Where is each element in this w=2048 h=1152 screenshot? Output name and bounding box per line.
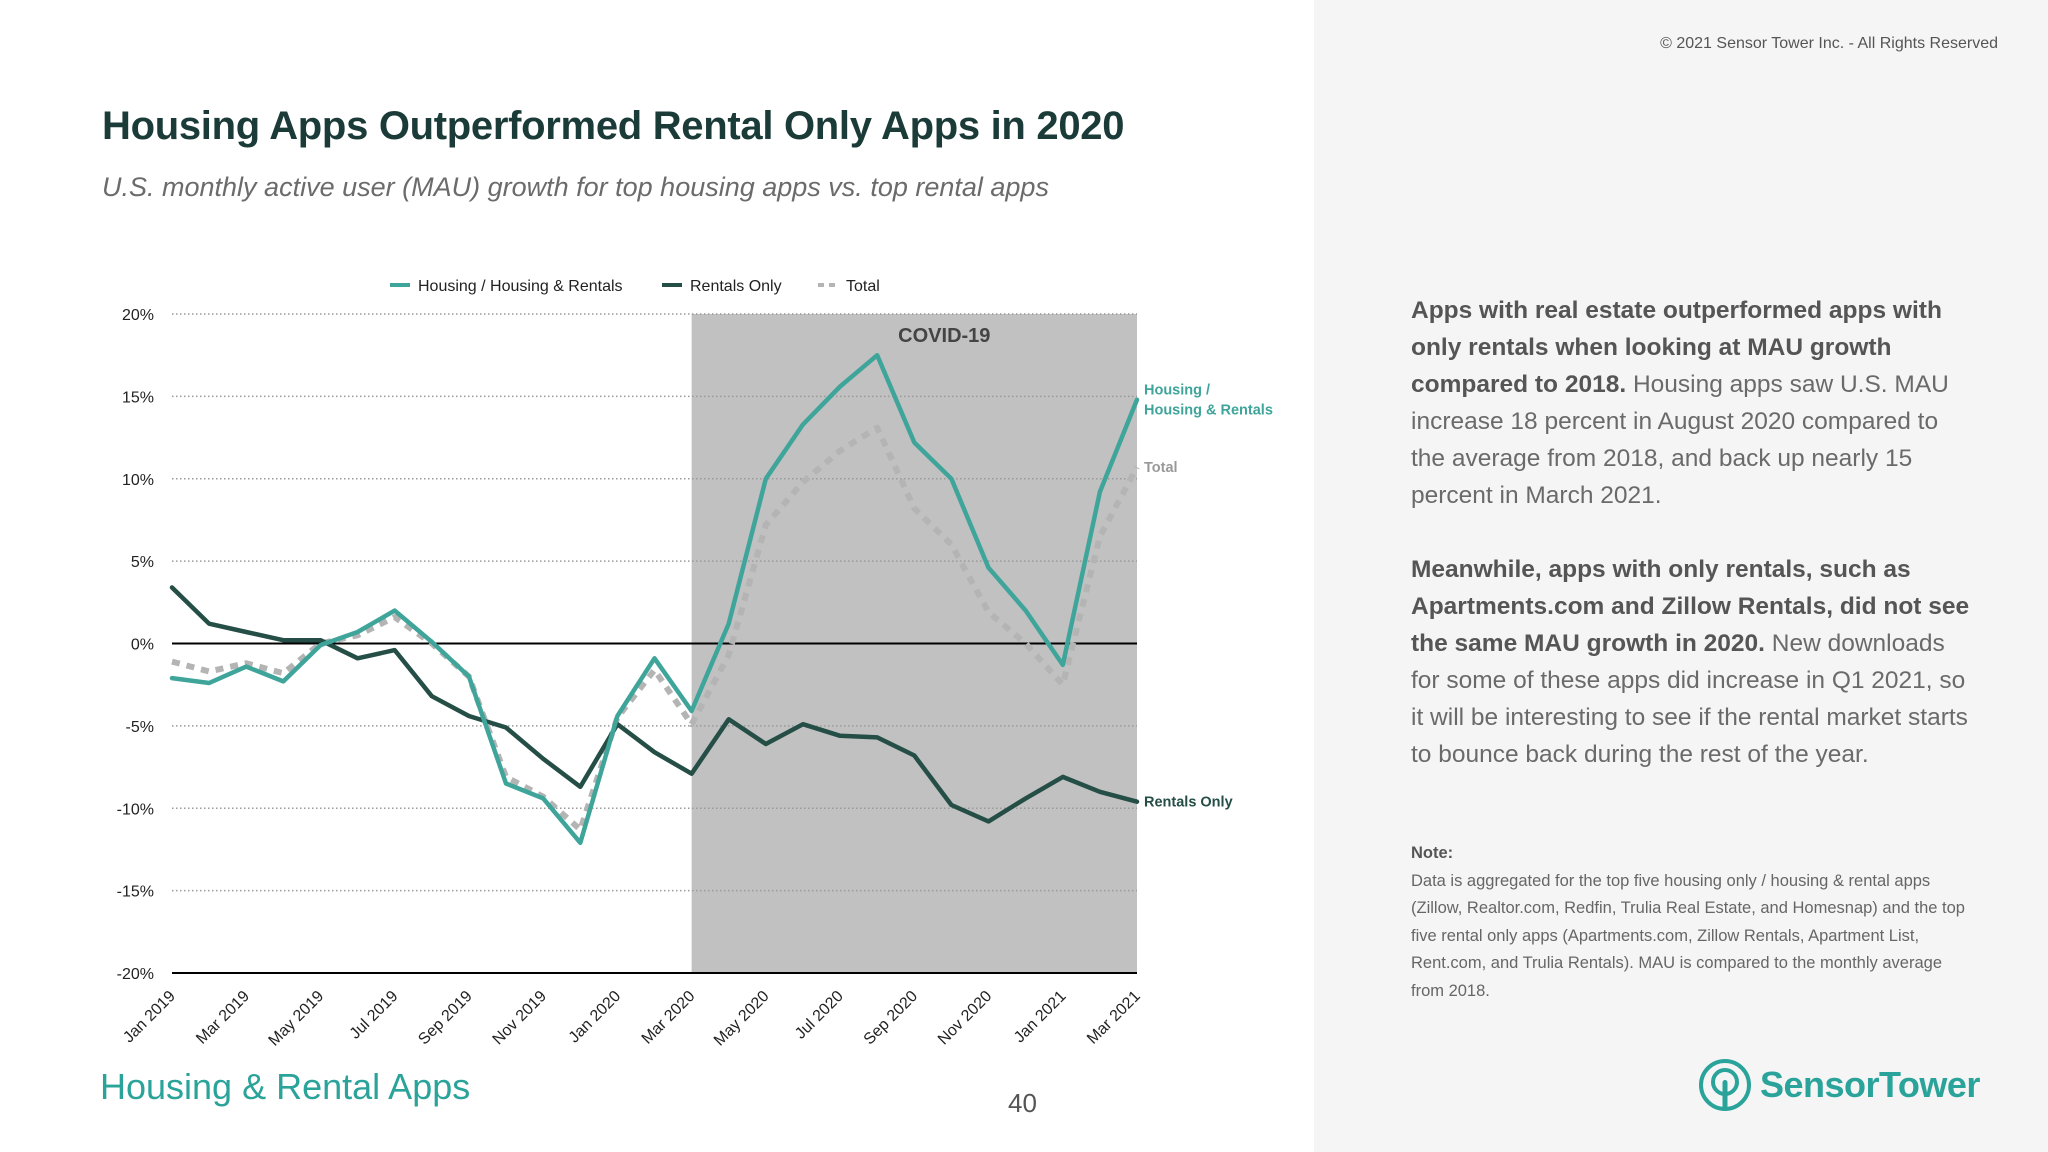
end-label-line: Housing & Rentals: [1144, 403, 1273, 419]
y-tick-label: -5%: [126, 719, 154, 736]
rentals-series-line: [169, 585, 1140, 824]
total-end-label: Total: [1144, 460, 1178, 476]
x-tick-label: Jul 2020: [792, 988, 847, 1043]
x-tick-label: Jul 2019: [347, 988, 402, 1043]
commentary-p1-bold: Apps with real estate outperformed apps …: [1411, 297, 1942, 398]
y-tick-label: -20%: [117, 966, 154, 983]
end-label-line: Rentals Only: [1144, 795, 1233, 811]
x-tick-label: May 2020: [711, 988, 773, 1050]
page-title: Housing Apps Outperformed Rental Only Ap…: [102, 104, 1125, 148]
housing-end-label: Housing / Housing & Rentals: [1144, 383, 1273, 419]
x-tick-label: Mar 2021: [1084, 988, 1144, 1048]
mau-growth-chart: COVID-19 20% 15% 10% 5% 0% -5% -10% -15% -20% Jan …: [117, 278, 1273, 1050]
x-tick-label: Sep 2019: [415, 988, 476, 1049]
x-tick-label: Nov 2019: [490, 988, 551, 1049]
x-tick-label: Nov 2020: [935, 988, 996, 1049]
y-tick-label: 15%: [122, 389, 154, 406]
y-tick-label: 20%: [122, 307, 154, 324]
copyright: © 2021 Sensor Tower Inc. - All Rights Re…: [1660, 35, 1998, 52]
commentary-p2-bold: Meanwhile, apps with only rentals, such …: [1411, 556, 1970, 657]
end-label-line: Housing /: [1144, 383, 1210, 399]
legend-label: Total: [846, 278, 880, 295]
commentary: Apps with real estate outperformed apps …: [1411, 292, 1971, 810]
x-tick-label: Jan 2020: [566, 988, 625, 1047]
y-tick-label: -15%: [117, 884, 154, 901]
commentary-p2-text: New downloads for some of these apps did…: [1411, 630, 1968, 768]
note: Note: Data is aggregated for the top fiv…: [1411, 840, 1971, 1005]
commentary-paragraph-1: Apps with real estate outperformed apps …: [1411, 292, 1971, 514]
housing-series-line: [169, 352, 1140, 846]
y-tick-label: -10%: [117, 801, 154, 818]
x-tick-label: Sep 2020: [861, 988, 922, 1049]
page-number: 40: [1008, 1088, 1037, 1118]
covid-annotation-label: COVID-19: [898, 325, 990, 347]
legend-label: Housing / Housing & Rentals: [418, 278, 623, 295]
commentary-paragraph-2: Meanwhile, apps with only rentals, such …: [1411, 551, 1971, 773]
rentals-end-label: Rentals Only: [1144, 795, 1233, 811]
x-tick-label: Mar 2019: [193, 988, 253, 1048]
sensor-tower-logo: SensorTower: [1698, 1058, 1980, 1112]
x-tick-label: Mar 2020: [639, 988, 699, 1048]
y-tick-label: 5%: [131, 554, 154, 571]
page-subtitle: U.S. monthly active user (MAU) growth fo…: [102, 172, 1049, 202]
y-tick-label: 0%: [131, 637, 154, 654]
y-tick-label: 10%: [122, 472, 154, 489]
logo-text: SensorTower: [1760, 1064, 1980, 1105]
footer-section-title: Housing & Rental Apps: [100, 1066, 471, 1107]
x-tick-label: Jan 2021: [1011, 988, 1070, 1047]
legend-label: Rentals Only: [690, 278, 782, 295]
x-tick-label: May 2019: [266, 988, 328, 1050]
commentary-p1-text: Housing apps saw U.S. MAU increase 18 pe…: [1411, 371, 1949, 509]
end-label-line: Total: [1144, 460, 1178, 476]
x-tick-label: Jan 2019: [120, 988, 179, 1047]
sensor-tower-logo-icon: [1699, 1059, 1751, 1111]
note-text: Data is aggregated for the top five hous…: [1411, 871, 1965, 1000]
note-label: Note:: [1411, 844, 1454, 862]
right-panel: [1314, 0, 2048, 1152]
